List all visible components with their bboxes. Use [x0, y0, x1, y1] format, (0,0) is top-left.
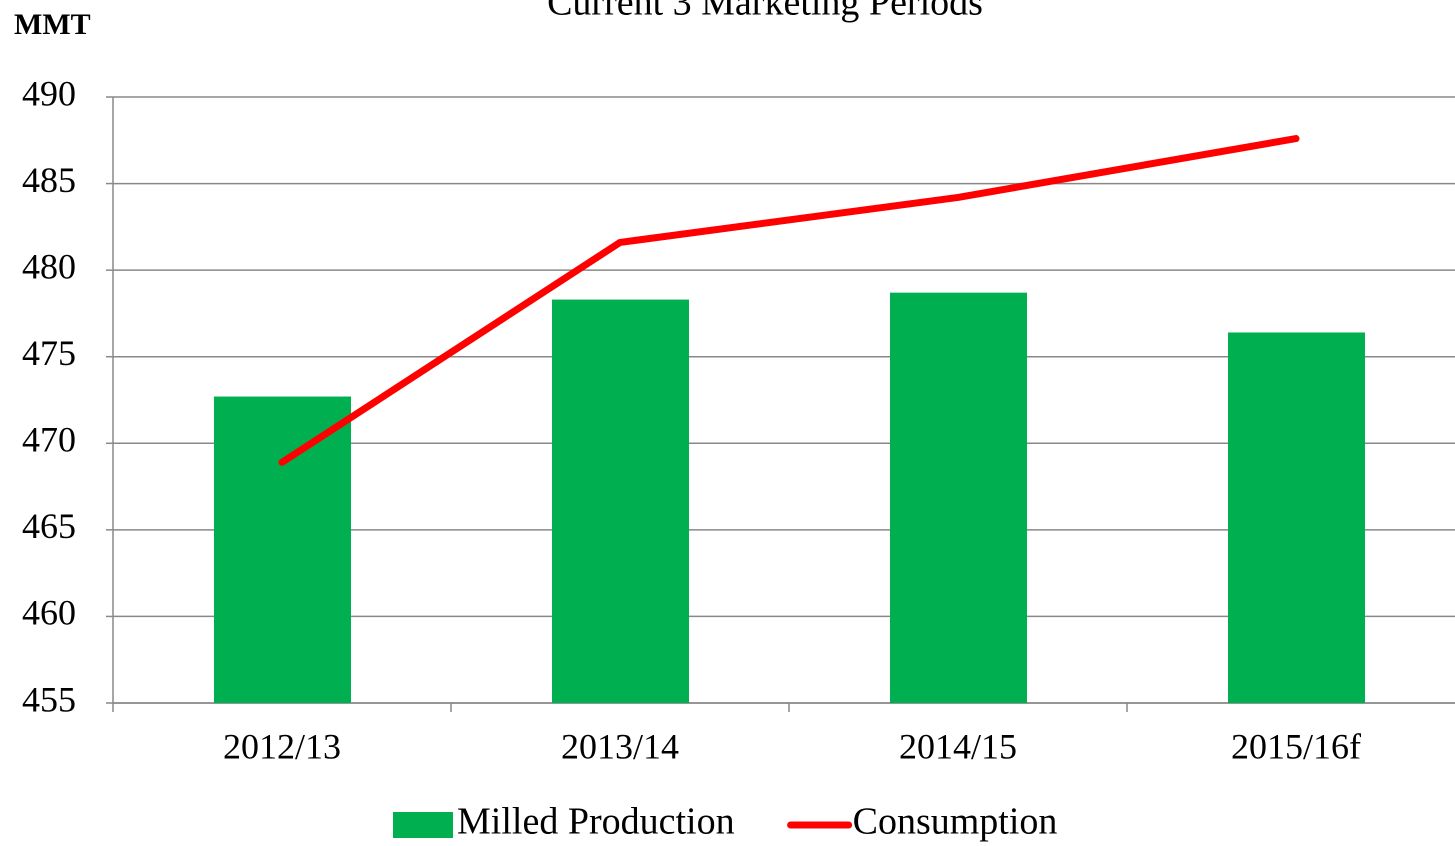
y-tick-label: 485 — [22, 160, 76, 200]
y-tick-label: 465 — [22, 506, 76, 546]
bar — [214, 396, 351, 703]
bar — [890, 292, 1027, 703]
x-tick-label: 2015/16f — [1231, 726, 1361, 766]
bar — [552, 299, 689, 703]
legend-swatch — [393, 812, 453, 838]
x-tick-label: 2013/14 — [561, 726, 679, 766]
y-tick-label: 460 — [22, 593, 76, 633]
y-tick-label: 470 — [22, 420, 76, 460]
bar — [1228, 332, 1365, 703]
line — [278, 135, 1300, 466]
chart-title: Current 3 Marketing Periods — [547, 0, 983, 24]
y-tick-label: 455 — [22, 679, 76, 719]
y-tick-label: 490 — [22, 73, 76, 113]
x-tick-label: 2012/13 — [223, 726, 341, 766]
legend-label: Milled Production — [457, 801, 735, 843]
y-tick-label: 475 — [22, 333, 76, 373]
legend-label: Consumption — [853, 801, 1058, 843]
y-tick-label: 480 — [22, 246, 76, 286]
x-tick-label: 2014/15 — [899, 726, 1017, 766]
y-axis-label: MMT — [14, 8, 91, 41]
